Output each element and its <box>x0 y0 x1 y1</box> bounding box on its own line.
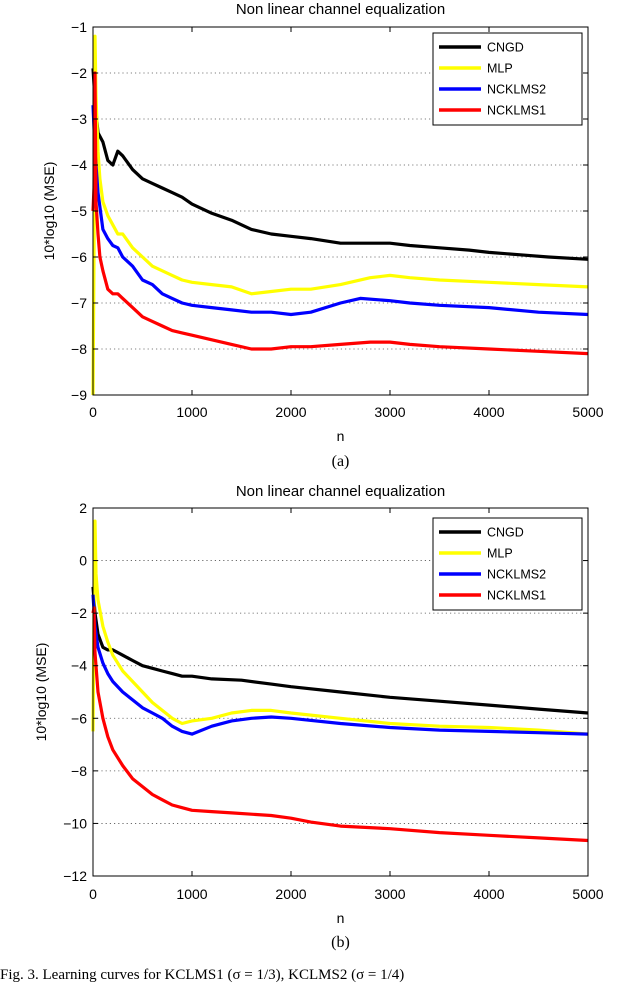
y-axis-label: 10*log10 (MSE) <box>41 162 57 261</box>
legend-label-ncklms1: NCKLMS1 <box>487 104 546 118</box>
y-tick-label: −3 <box>71 111 87 127</box>
y-tick-label: 2 <box>79 500 87 516</box>
x-axis-label: n <box>337 428 345 444</box>
x-tick-label: 1000 <box>176 404 207 420</box>
chart-panel-a: 0 1000 2000 3000 4000 5000 −9 −8 −7 −6 −5 −4 −3 −2 −1 N… <box>41 1 604 470</box>
y-tick-label: −6 <box>71 710 87 726</box>
legend-label-mlp: MLP <box>487 62 513 76</box>
chart-panel-b: 0 1000 2000 3000 4000 5000 −12 −10 −8 −6 −4 −2 0 2 Non… <box>33 483 604 951</box>
x-axis-label: n <box>337 910 345 926</box>
series-line-ncklms1 <box>91 71 589 356</box>
x-tick-label: 5000 <box>572 404 603 420</box>
y-tick-label: −6 <box>71 249 87 265</box>
y-axis-label: 10*log10 (MSE) <box>33 643 49 742</box>
x-tick-label: 5000 <box>572 886 603 902</box>
x-tick-label: 2000 <box>275 886 306 902</box>
series-line-cngd <box>91 68 589 261</box>
y-tick-label: −5 <box>71 203 87 219</box>
x-tick-label: 4000 <box>473 886 504 902</box>
y-tick-label: −7 <box>71 295 87 311</box>
legend-label-mlp: MLP <box>487 547 513 561</box>
legend-label-cngd: CNGD <box>487 526 524 540</box>
y-tick-label: −12 <box>63 868 87 884</box>
panel-label: (a) <box>332 453 350 470</box>
y-tick-label: −9 <box>71 387 87 403</box>
figure-caption: Fig. 3. Learning curves for KCLMS1 (σ = … <box>0 967 404 983</box>
series-line-mlp <box>91 519 589 736</box>
plot-frame <box>92 507 589 877</box>
y-tick-label: −1 <box>71 19 87 35</box>
x-tick-label: 1000 <box>176 886 207 902</box>
x-tick-label: 2000 <box>275 404 306 420</box>
series-line-ncklms2 <box>91 105 589 317</box>
y-tick-label: −4 <box>71 658 87 674</box>
chart-title: Non linear channel equalization <box>236 483 445 500</box>
series-line-cngd <box>91 586 589 715</box>
y-tick-label: −8 <box>71 763 87 779</box>
legend-label-ncklms2: NCKLMS2 <box>487 83 546 97</box>
y-tick-label: 0 <box>79 553 87 569</box>
x-tick-label: 0 <box>89 886 97 902</box>
chart-title: Non linear channel equalization <box>236 1 445 18</box>
x-tick-label: 4000 <box>473 404 504 420</box>
y-tick-label: −2 <box>71 65 87 81</box>
legend-label-ncklms2: NCKLMS2 <box>487 568 546 582</box>
series-line-ncklms2 <box>91 594 589 736</box>
panel-label: (b) <box>331 934 350 951</box>
x-tick-label: 0 <box>89 404 97 420</box>
legend-label-cngd: CNGD <box>487 41 524 55</box>
y-tick-label: −8 <box>71 341 87 357</box>
series-line-ncklms1 <box>91 606 589 843</box>
legend-label-ncklms1: NCKLMS1 <box>487 589 546 603</box>
x-tick-label: 3000 <box>374 886 405 902</box>
y-tick-label: −2 <box>71 605 87 621</box>
series-line-mlp <box>91 34 589 396</box>
y-tick-label: −10 <box>63 815 87 831</box>
y-tick-label: −4 <box>71 157 87 173</box>
x-tick-label: 3000 <box>374 404 405 420</box>
